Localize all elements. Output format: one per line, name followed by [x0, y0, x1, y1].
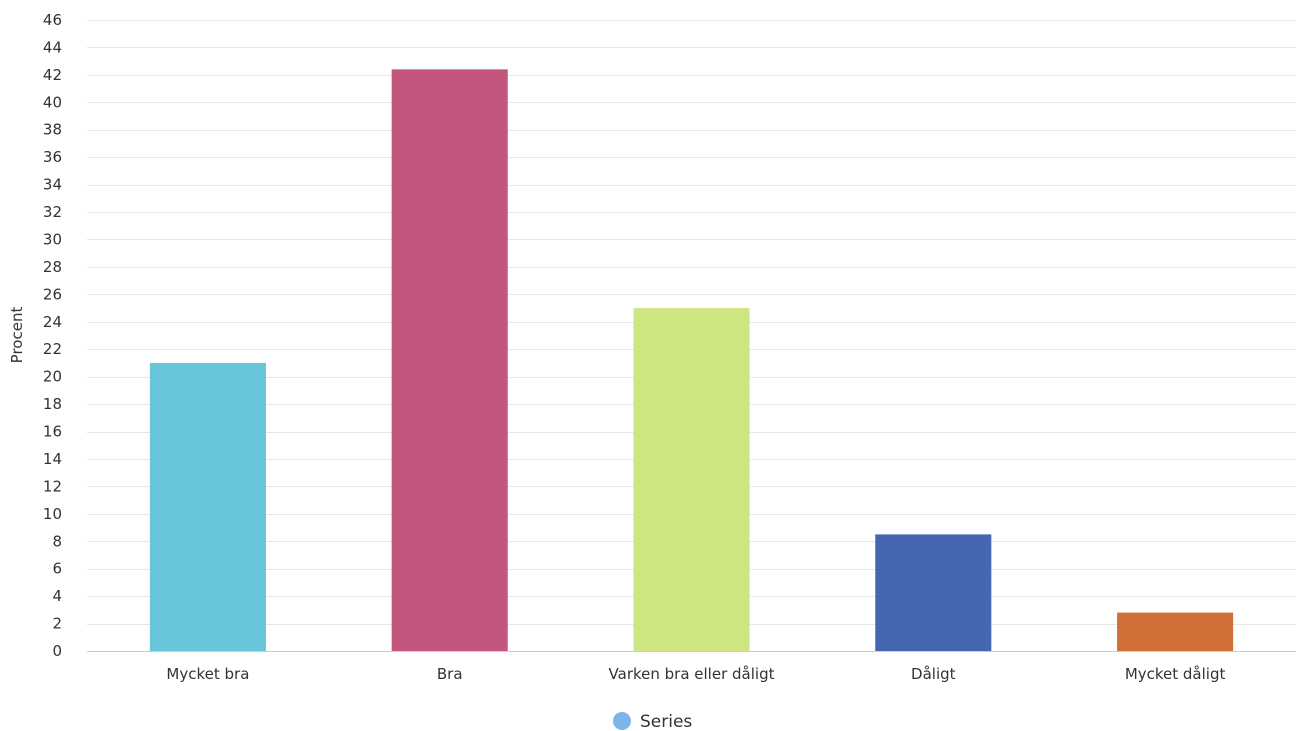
y-tick-label: 46	[43, 11, 62, 29]
y-tick-label: 16	[43, 423, 62, 441]
x-tick-label: Varken bra eller dåligt	[609, 665, 775, 683]
bar[interactable]	[391, 69, 508, 651]
bar[interactable]	[1117, 612, 1234, 651]
y-axis-title: Procent	[8, 307, 26, 364]
y-tick-label: 4	[52, 587, 62, 605]
y-tick-label: 36	[43, 148, 62, 166]
x-tick-label: Bra	[437, 665, 463, 683]
y-tick-label: 28	[43, 258, 62, 276]
y-tick-label: 26	[43, 285, 62, 303]
y-tick-label: 20	[43, 368, 62, 386]
y-tick-label: 22	[43, 340, 62, 358]
y-tick-label: 30	[43, 230, 62, 248]
legend-marker[interactable]	[613, 712, 631, 730]
bar[interactable]	[633, 308, 750, 651]
y-tick-label: 14	[43, 450, 62, 468]
y-tick-label: 40	[43, 93, 62, 111]
x-tick-label: Dåligt	[911, 665, 956, 683]
y-tick-label: 6	[52, 560, 62, 578]
y-tick-label: 34	[43, 176, 62, 194]
legend-label[interactable]: Series	[640, 712, 692, 731]
y-tick-label: 42	[43, 66, 62, 84]
bar[interactable]	[149, 362, 266, 651]
y-tick-label: 38	[43, 121, 62, 139]
y-tick-label: 2	[52, 615, 62, 633]
y-tick-label: 44	[43, 38, 62, 56]
x-axis-labels: Mycket bra Bra Varken bra eller dåligt Dåli…	[166, 665, 1225, 683]
y-tick-label: 24	[43, 313, 62, 331]
y-tick-label: 8	[52, 532, 62, 550]
y-tick-label: 0	[52, 642, 62, 660]
x-tick-label: Mycket bra	[166, 665, 249, 683]
legend[interactable]: Series	[613, 712, 692, 731]
y-tick-label: 12	[43, 477, 62, 495]
x-tick-label: Mycket dåligt	[1125, 665, 1226, 683]
y-tick-label: 18	[43, 395, 62, 413]
y-tick-label: 10	[43, 505, 62, 523]
y-tick-label: 32	[43, 203, 62, 221]
y-axis-ticks: 0246810121416182022242628303234363840424…	[43, 11, 62, 660]
bars	[149, 69, 1234, 651]
bar[interactable]	[875, 534, 992, 651]
